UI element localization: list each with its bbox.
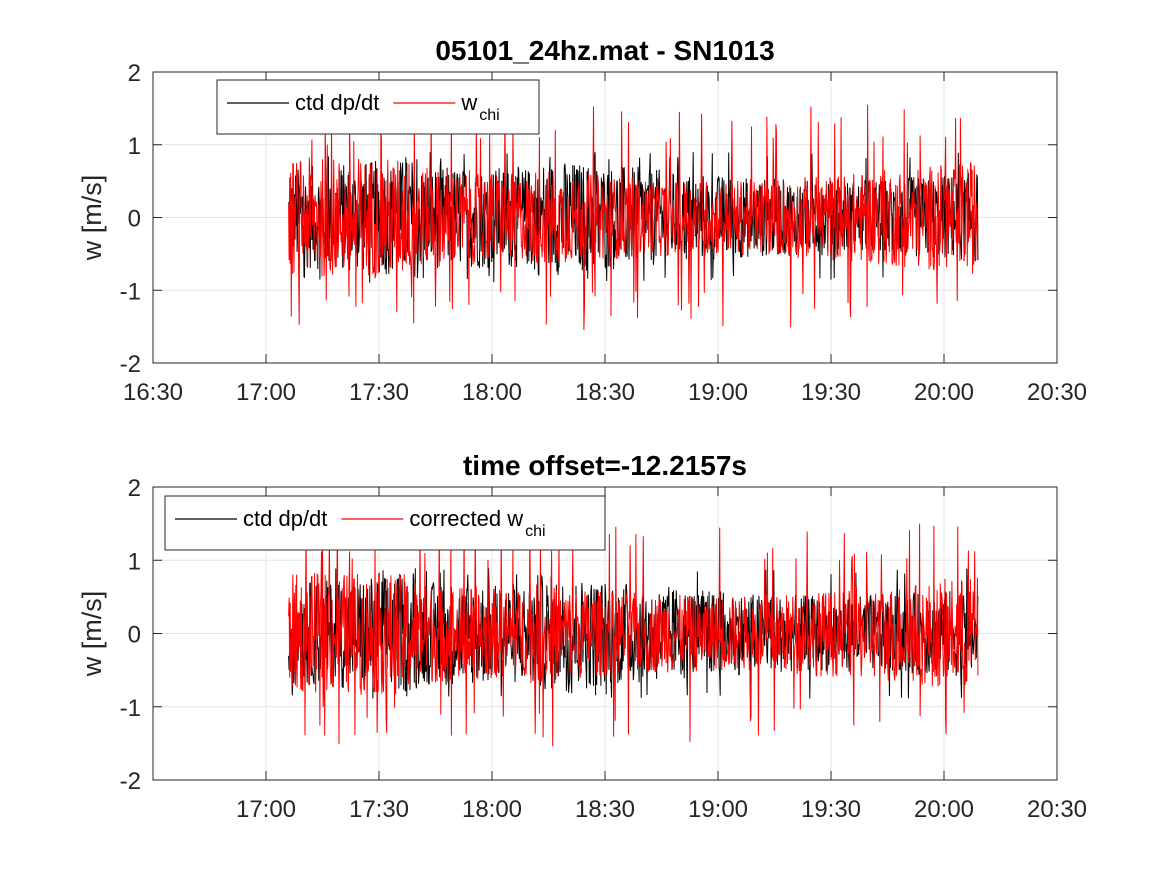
chart-title: time offset=-12.2157s	[463, 450, 747, 481]
x-tick-label: 18:30	[575, 379, 635, 406]
legend-box	[164, 495, 606, 551]
x-tick-label: 16:30	[123, 379, 183, 406]
legend-label-1: ctd dp/dt	[295, 90, 379, 115]
chart-panel-2: 17:00 17:30 18:00 18:30 19:00 19:30 20:00 20:30…	[77, 450, 1087, 823]
y-tick-label: 0	[128, 206, 141, 233]
x-tick-label: 19:00	[688, 796, 748, 823]
x-tick-label: 18:00	[462, 379, 522, 406]
x-tick-label: 19:00	[688, 379, 748, 406]
x-tick-label: 18:00	[462, 796, 522, 823]
series-line-w-chi	[288, 104, 979, 331]
legend-box	[216, 79, 540, 135]
x-tick-label: 19:30	[801, 379, 861, 406]
legend-label-1: ctd dp/dt	[243, 506, 327, 531]
x-tick-label: 20:00	[914, 379, 974, 406]
y-tick-label: -2	[120, 351, 141, 378]
legend-label-2: corrected w	[409, 506, 523, 531]
y-tick-label: -2	[120, 768, 141, 795]
y-tick-label: -1	[120, 695, 141, 722]
chart-title: 05101_24hz.mat - SN1013	[435, 35, 774, 66]
y-axis-label: w [m/s]	[77, 591, 107, 678]
y-axis-label: w [m/s]	[77, 175, 107, 262]
y-tick-label: 2	[128, 60, 141, 87]
y-tick-label: 0	[128, 622, 141, 649]
legend-label-2: w	[460, 90, 477, 115]
x-tick-label: 18:30	[575, 796, 635, 823]
y-tick-label: -1	[120, 278, 141, 305]
x-tick-label: 20:30	[1027, 796, 1087, 823]
legend-label-subscript: chi	[479, 107, 499, 124]
x-tick-label: 19:30	[801, 796, 861, 823]
y-tick-label: 1	[128, 133, 141, 160]
x-tick-label: 17:30	[349, 379, 409, 406]
y-tick-label: 2	[128, 475, 141, 502]
x-tick-label: 17:00	[236, 379, 296, 406]
legend-label-subscript: chi	[525, 523, 545, 540]
x-tick-label: 17:30	[349, 796, 409, 823]
x-tick-label: 20:30	[1027, 379, 1087, 406]
chart-panel-1: 16:30 17:00 17:30 18:00 18:30 19:00 19:30 20:00…	[77, 35, 1087, 406]
x-tick-label: 17:00	[236, 796, 296, 823]
series-line-w-chi	[288, 523, 979, 747]
y-tick-label: 1	[128, 548, 141, 575]
x-tick-label: 20:00	[914, 796, 974, 823]
